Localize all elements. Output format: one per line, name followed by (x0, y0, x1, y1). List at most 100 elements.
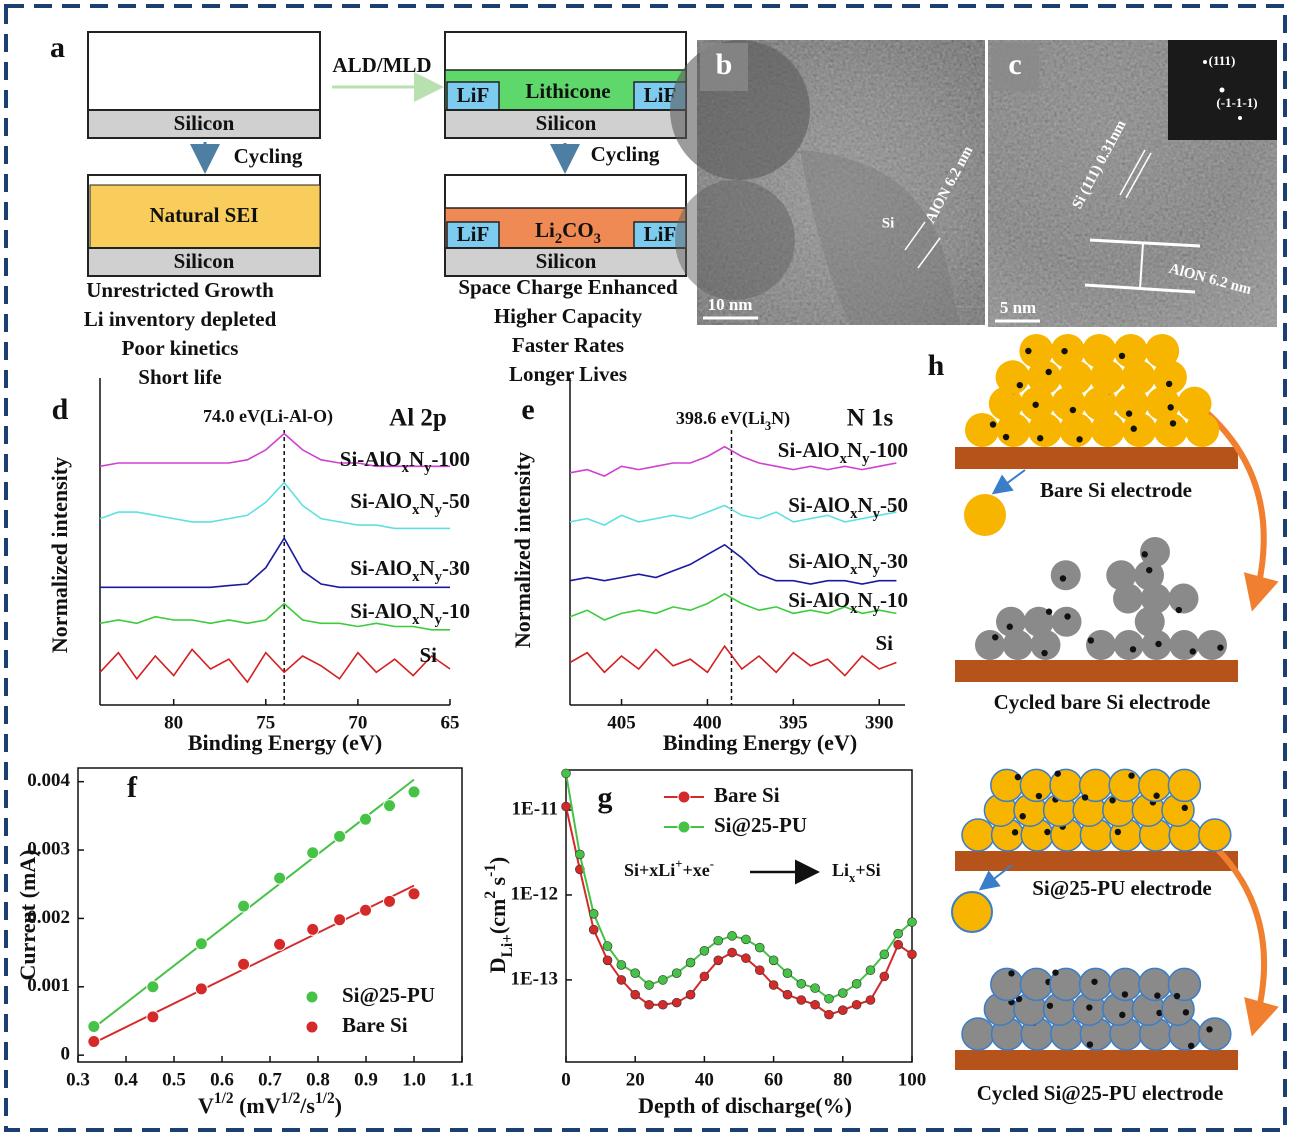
dot (1128, 772, 1134, 778)
dot (1086, 1004, 1092, 1010)
dot (1154, 992, 1160, 998)
particle (1199, 1018, 1231, 1050)
point (714, 936, 723, 945)
series-label: Si-AlOxNy-50 (350, 489, 470, 519)
point (562, 802, 571, 811)
scale-label: 10 nm (708, 295, 753, 314)
x-tick-label: 65 (441, 712, 460, 733)
fft-spot (1238, 116, 1242, 120)
x-tick-label: 0.9 (354, 1069, 378, 1090)
point (658, 1000, 667, 1009)
point (672, 998, 681, 1007)
point (575, 850, 584, 859)
point (147, 981, 159, 993)
fft-label: (111) (1209, 53, 1236, 68)
dot (1008, 970, 1014, 976)
y-axis-label: Normalized intensity (47, 457, 72, 653)
chart: d80757065Binding Energy (eV)Normalized i… (47, 378, 470, 755)
substrate (955, 1050, 1238, 1070)
x-tick-label: 0.4 (114, 1069, 138, 1090)
dot (1122, 991, 1128, 997)
point (589, 909, 598, 918)
y-tick-label: 1E-12 (511, 883, 559, 904)
dot (1064, 613, 1070, 619)
substrate-label: Silicon (536, 249, 597, 273)
x-tick-label: 1.0 (402, 1069, 426, 1090)
point (562, 769, 571, 778)
point (852, 979, 861, 988)
dot (1003, 434, 1009, 440)
dot (1076, 436, 1082, 442)
lif-label: LiF (457, 222, 490, 246)
annotation: 74.0 eV(Li-Al-O) (203, 406, 333, 427)
dot (1007, 624, 1013, 630)
note: Longer Lives (509, 362, 627, 386)
note: Unrestricted Growth (86, 278, 274, 302)
particle (1082, 334, 1116, 368)
point (307, 847, 319, 859)
particle (1106, 560, 1136, 590)
note: Faster Rates (512, 333, 624, 357)
cycling-label: Cycling (234, 144, 303, 168)
point (755, 966, 764, 975)
dot (1055, 770, 1061, 776)
series-label: Si (875, 631, 893, 655)
dot (1041, 650, 1047, 656)
annotation: 398.6 eV(Li3N) (676, 408, 790, 433)
point (894, 940, 903, 949)
point (88, 1020, 100, 1032)
fft-spot (1203, 60, 1207, 64)
substrate-label: Silicon (174, 111, 235, 135)
point (589, 925, 598, 934)
point (147, 1011, 159, 1023)
point (686, 990, 695, 999)
particle (1052, 607, 1082, 637)
series-label: Si-AlOxNy-100 (340, 447, 470, 477)
point (769, 956, 778, 965)
point (783, 990, 792, 999)
panel-label: d (52, 393, 69, 426)
point (334, 914, 346, 926)
dot (1119, 353, 1125, 359)
particle (965, 413, 999, 447)
caption: Cycled Si@25-PU electrode (977, 1081, 1224, 1105)
legend-marker (306, 1021, 318, 1033)
layer-label: Natural SEI (149, 203, 258, 227)
panel-a: a Silicon ALD/MLD LiF LiF Lithicone Sili… (50, 31, 686, 389)
point (360, 813, 372, 825)
point (824, 994, 833, 1003)
x-axis-label: Depth of discharge(%) (638, 1093, 852, 1118)
particle (1197, 630, 1227, 660)
point (334, 830, 346, 842)
figure: a Silicon ALD/MLD LiF LiF Lithicone Sili… (0, 0, 1291, 1136)
point (866, 995, 875, 1004)
point (686, 958, 695, 967)
dot (1037, 435, 1043, 441)
dot (1142, 551, 1148, 557)
x-tick-label: 80 (833, 1069, 852, 1090)
dot (1166, 381, 1172, 387)
particle (975, 630, 1005, 660)
arrow (995, 470, 1025, 492)
panel-c: (111) (-1-1-1) c Si (111) 0.31nm AlON 6.… (988, 40, 1277, 327)
particle (1019, 334, 1053, 368)
caption: Bare Si electrode (1040, 478, 1192, 502)
dot (1146, 567, 1152, 573)
fft-spot (1220, 88, 1225, 93)
panel-h: h Bare Si electrode Cycled bare Si elect… (928, 334, 1264, 1105)
dot (1015, 774, 1021, 780)
particle (1086, 630, 1116, 660)
dot (1046, 609, 1052, 615)
series-label: Si (419, 643, 437, 667)
x-tick-label: 60 (764, 1069, 783, 1090)
x-tick-label: 100 (898, 1069, 927, 1090)
panel-label: f (127, 771, 138, 804)
x-tick-label: 20 (626, 1069, 645, 1090)
dot (1174, 993, 1180, 999)
note: Li inventory depleted (84, 307, 277, 331)
dot (1091, 979, 1097, 985)
note: Poor kinetics (122, 336, 239, 360)
detached-particle (952, 892, 992, 932)
x-tick-label: 0.7 (258, 1069, 282, 1090)
point (700, 946, 709, 955)
